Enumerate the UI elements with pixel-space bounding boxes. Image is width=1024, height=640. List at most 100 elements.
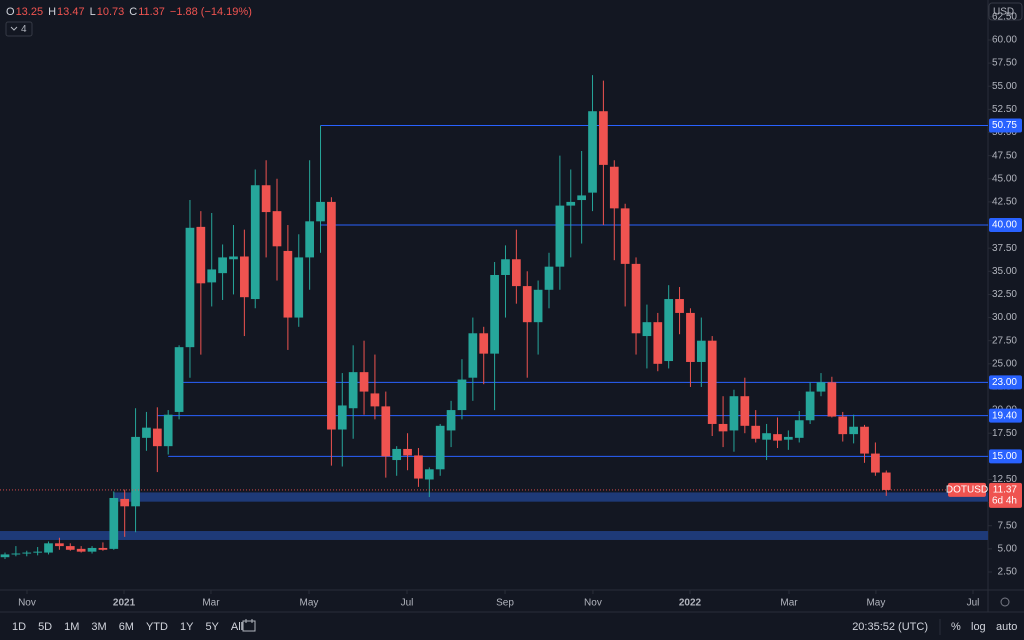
candle-body	[305, 221, 314, 258]
range-button[interactable]: 5Y	[205, 621, 219, 633]
y-tick-label: 62.50	[992, 11, 1017, 22]
candle-body	[174, 347, 184, 412]
candle-body	[261, 185, 271, 213]
currency-button[interactable]	[988, 2, 1023, 21]
candle-body	[11, 553, 21, 555]
candle-body	[479, 333, 489, 354]
level-badge	[989, 118, 1022, 133]
candle-body	[838, 416, 848, 435]
candle-body	[272, 211, 282, 247]
candle-body	[0, 554, 10, 558]
candle-body	[65, 546, 75, 550]
range-button[interactable]: 1Y	[180, 621, 194, 633]
candle-body	[240, 256, 249, 298]
legend-value: 13.47	[57, 6, 85, 18]
legend-value: 11.37	[138, 6, 165, 18]
candle-body	[327, 201, 336, 430]
candle-body	[55, 543, 64, 547]
range-button[interactable]: YTD	[146, 621, 168, 633]
candle-body	[185, 227, 195, 348]
candle-body	[218, 257, 227, 274]
y-tick-label: 42.50	[992, 197, 1017, 208]
legend-value: 10.73	[97, 6, 125, 18]
candle-body	[87, 547, 97, 552]
level-badge	[989, 375, 1022, 390]
candle-body	[664, 299, 674, 362]
symbol-badge	[948, 482, 986, 497]
candle-body	[718, 423, 728, 432]
candle-body	[359, 372, 369, 392]
candle-body	[22, 552, 32, 554]
level-label: 19.40	[992, 410, 1017, 421]
candle-body	[446, 410, 456, 431]
legend-value: 13.25	[16, 6, 44, 18]
settings-icon[interactable]	[1000, 597, 1010, 607]
range-button[interactable]: 6M	[119, 621, 134, 633]
candle-body	[512, 259, 521, 287]
candle-body	[163, 414, 173, 447]
candle-body	[533, 289, 543, 323]
legend-key: H	[48, 6, 56, 18]
legend-key: C	[129, 6, 137, 18]
x-tick-label: 2022	[679, 598, 702, 609]
level-label: 15.00	[992, 451, 1017, 462]
candle-body	[729, 396, 739, 431]
legend-change: −1.88 (−14.19%)	[170, 6, 252, 18]
range-button[interactable]: All	[231, 621, 243, 633]
indicator-toggle[interactable]	[5, 21, 33, 37]
y-tick-label: 2.50	[998, 567, 1018, 578]
x-tick-label: 2021	[113, 598, 136, 609]
candle-body	[881, 472, 891, 490]
candle-body	[675, 299, 684, 313]
range-button[interactable]: 3M	[91, 621, 106, 633]
candle-body	[631, 263, 641, 334]
y-tick-label: 12.50	[992, 474, 1017, 485]
currency: USD	[993, 7, 1014, 18]
candle-body	[392, 448, 402, 461]
candle-body	[207, 269, 217, 283]
legend: O 13.25 H 13.47 L 10.73 C 11.37 −1.88 (−14.19%)	[6, 6, 252, 18]
candle-body	[44, 543, 53, 553]
candle-body	[370, 393, 380, 407]
candle-body	[871, 453, 880, 473]
candle-body	[468, 333, 478, 378]
y-tick-label: 47.50	[992, 150, 1017, 161]
candle-body	[555, 205, 565, 267]
candle-body	[751, 425, 761, 439]
y-tick-label: 5.00	[998, 544, 1018, 555]
candle-body	[773, 434, 782, 441]
log-button[interactable]: log	[971, 621, 986, 633]
candle-body	[849, 426, 858, 435]
chevron	[10, 26, 18, 31]
candle-body	[762, 433, 771, 440]
symbol-label: DOTUSD	[946, 485, 988, 496]
candle-body	[805, 391, 815, 421]
zone	[113, 492, 988, 502]
level-label: 23.00	[992, 377, 1017, 388]
y-tick-label: 60.00	[992, 35, 1017, 46]
y-tick-label: 52.50	[992, 104, 1017, 115]
auto-button[interactable]: auto	[996, 621, 1017, 633]
candle-body	[577, 195, 586, 201]
x-tick-label: Nov	[584, 598, 602, 609]
candle-body	[337, 405, 347, 430]
range-button[interactable]: 1M	[64, 621, 79, 633]
candle-body	[435, 425, 445, 470]
clock: 20:35:52 (UTC)	[852, 621, 928, 633]
y-tick-label: 35.00	[992, 266, 1017, 277]
level-label: 40.00	[992, 220, 1017, 231]
y-tick-label: 37.50	[992, 243, 1017, 254]
candle-body	[76, 548, 86, 552]
x-tick-label: Mar	[202, 598, 220, 609]
range-button[interactable]: 1D	[12, 621, 26, 633]
candle-body	[620, 208, 630, 264]
y-tick-label: 30.00	[992, 312, 1017, 323]
candle-body	[860, 426, 869, 454]
level-badge	[989, 218, 1022, 233]
candle-body	[599, 111, 608, 165]
range-button[interactable]: 5D	[38, 621, 52, 633]
goto-date-icon[interactable]	[242, 619, 256, 632]
candle-body	[348, 372, 358, 409]
percent-button[interactable]: %	[951, 621, 961, 633]
